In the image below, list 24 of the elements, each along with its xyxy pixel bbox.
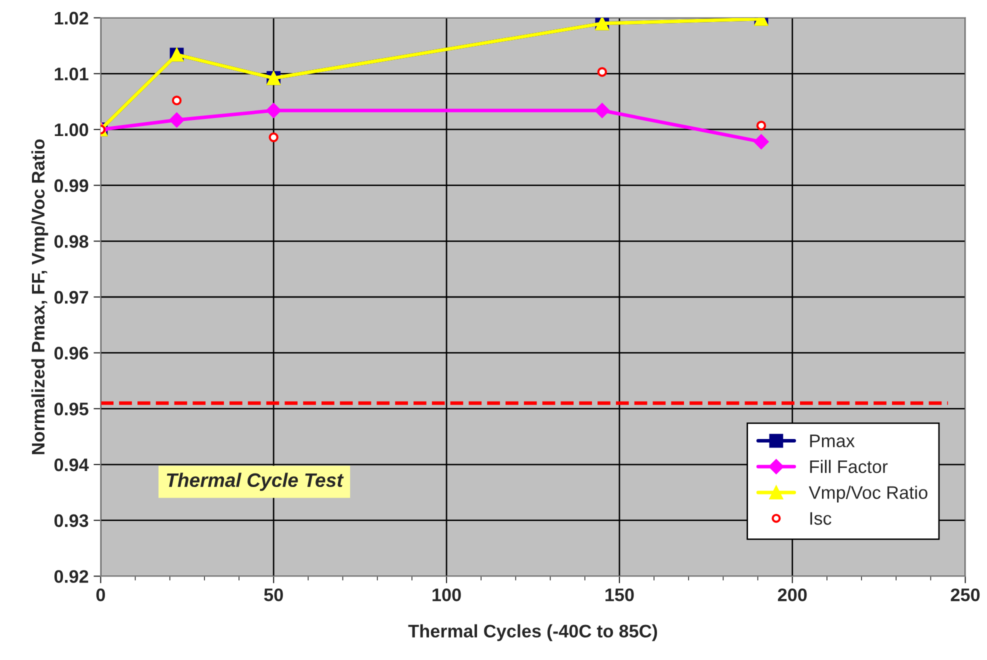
y-tick-label: 0.96 xyxy=(54,346,88,360)
x-tick-label: 0 xyxy=(96,588,105,602)
legend-label: Vmp/Voc Ratio xyxy=(808,486,928,503)
legend-label: Isc xyxy=(810,512,832,525)
y-tick-label: 0.97 xyxy=(54,290,88,304)
legend-label: Fill Factor xyxy=(810,460,888,474)
y-tick-label: 1.00 xyxy=(54,123,88,136)
y-tick-label: 0.92 xyxy=(54,570,88,583)
y-tick-label: 0.98 xyxy=(54,235,88,248)
y-tick-label: 1.01 xyxy=(54,68,88,80)
x-tick-label: 100 xyxy=(432,588,461,602)
legend-label: Pmax xyxy=(810,434,855,448)
x-axis-title: Thermal Cycles (-40C to 85C) xyxy=(408,624,658,642)
x-tick-label: 50 xyxy=(264,588,283,602)
x-tick-label: 150 xyxy=(606,588,634,602)
y-tick-label: 0.95 xyxy=(54,402,88,416)
x-tick-label: 250 xyxy=(950,588,980,602)
annotation: Thermal Cycle Test xyxy=(166,472,344,491)
y-axis-title: Normalized Pmax, FF, Vmp/Voc Ratio xyxy=(31,139,48,454)
y-tick-label: 0.93 xyxy=(54,514,88,528)
x-tick-label: 200 xyxy=(778,588,807,602)
y-tick-label: 0.94 xyxy=(54,458,89,472)
y-tick-label: 0.99 xyxy=(54,179,88,192)
y-tick-label: 1.02 xyxy=(54,12,88,25)
